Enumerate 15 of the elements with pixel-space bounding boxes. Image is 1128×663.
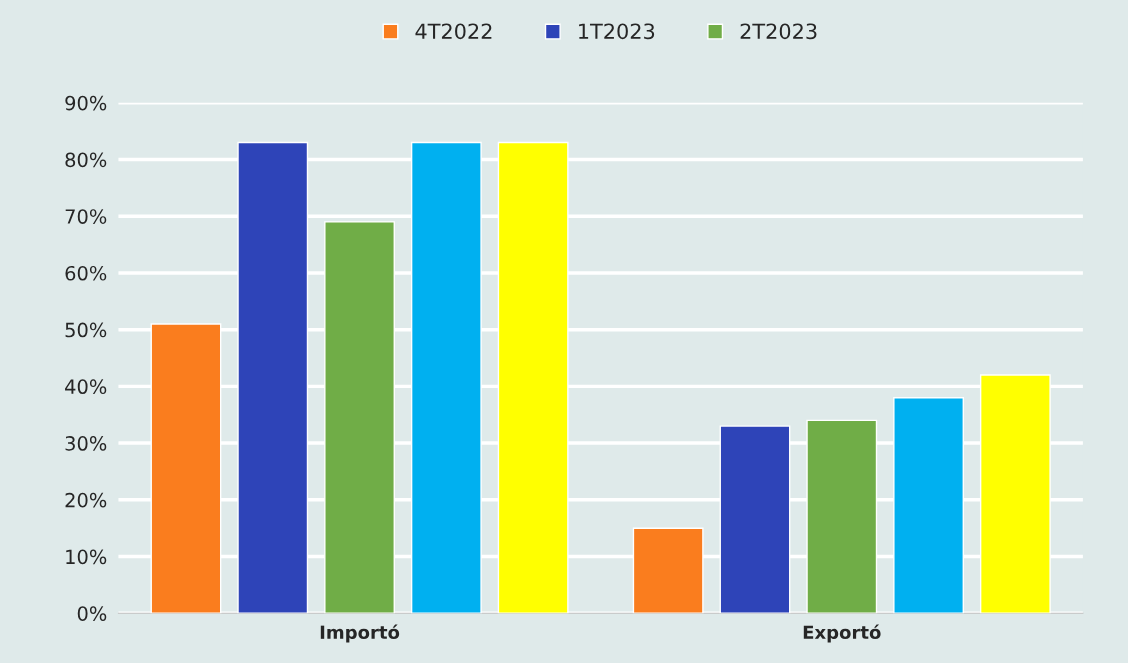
y-tick-label: 80% bbox=[65, 152, 107, 168]
y-tick-label: 50% bbox=[65, 322, 107, 338]
y-tick-label: 30% bbox=[65, 436, 107, 451]
legend-label: 2T2023 bbox=[740, 23, 817, 40]
y-tick-label: 20% bbox=[65, 492, 107, 508]
y-tick-label: 40% bbox=[65, 379, 107, 395]
legend-label: 1T2023 bbox=[579, 23, 655, 40]
y-tick-label: 60% bbox=[65, 265, 107, 281]
x-tick-label: Exportó bbox=[803, 624, 881, 643]
y-tick-label: 70% bbox=[65, 209, 107, 224]
y-tick-label: 0% bbox=[77, 606, 107, 621]
legend-label: 4T2022 bbox=[415, 23, 492, 40]
x-tick-label: Importó bbox=[320, 624, 400, 643]
y-tick-label: 90% bbox=[65, 95, 107, 111]
y-tick-label: 10% bbox=[66, 549, 107, 565]
